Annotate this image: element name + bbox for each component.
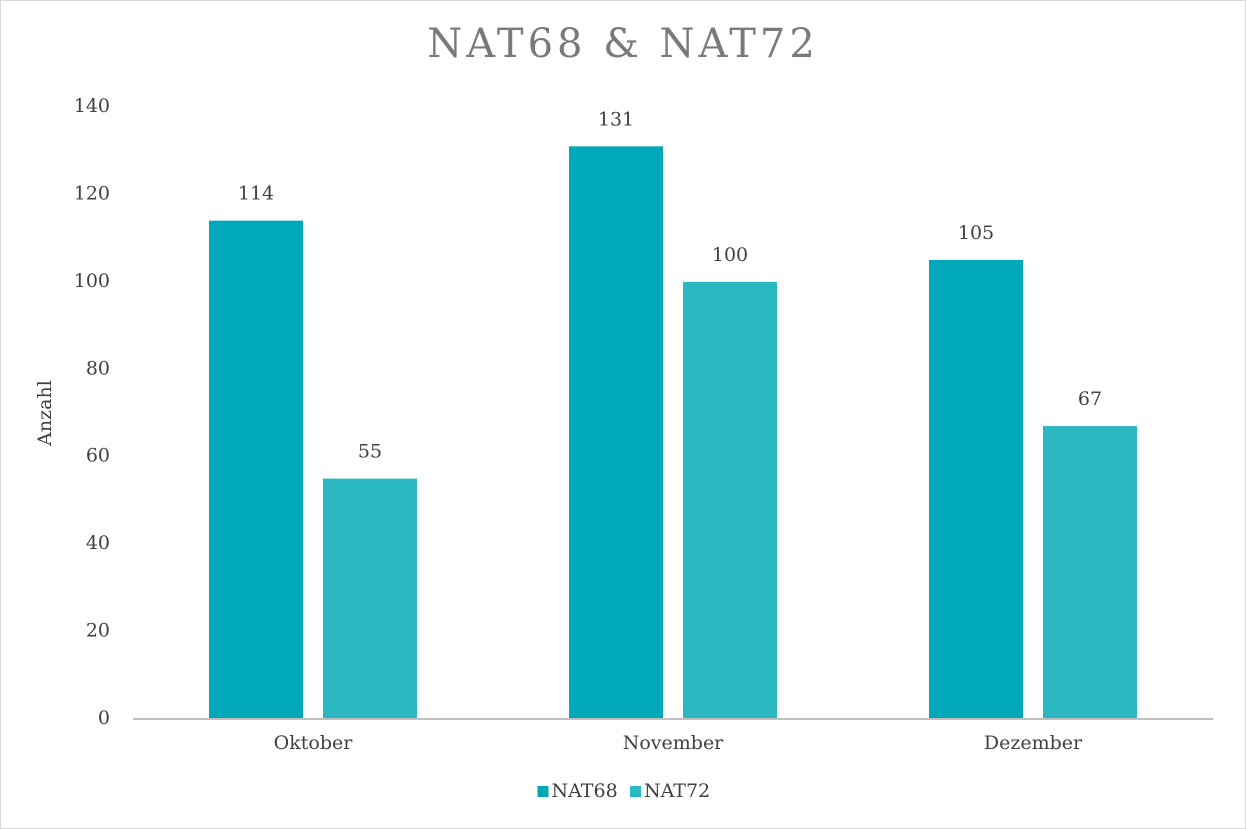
data-label: 55: [358, 441, 382, 463]
y-tick-label: 0: [98, 707, 110, 729]
y-tick-label: 120: [74, 182, 110, 204]
legend-label: NAT68: [552, 780, 618, 802]
bar: [1043, 426, 1137, 719]
x-tick-label: Dezember: [984, 732, 1083, 754]
data-label: 114: [238, 183, 274, 205]
y-tick-label: 20: [86, 620, 110, 642]
bar: [929, 260, 1023, 719]
legend-swatch: [630, 786, 641, 797]
y-tick-label: 100: [74, 270, 110, 292]
legend-label: NAT72: [644, 780, 710, 802]
y-tick-label: 140: [74, 95, 110, 117]
data-label: 67: [1078, 388, 1102, 410]
bar: [323, 478, 417, 719]
x-tick-label: Oktober: [274, 732, 354, 754]
chart-title: NAT68 & NAT72: [427, 21, 819, 67]
y-axis-label: Anzahl: [34, 380, 56, 447]
bar: [569, 146, 663, 720]
data-label: 131: [598, 108, 634, 130]
x-tick-label: November: [623, 732, 724, 754]
y-tick-label: 80: [86, 357, 110, 379]
legend-swatch: [537, 786, 549, 797]
y-tick-label: 40: [86, 532, 110, 554]
y-tick-label: 60: [86, 445, 110, 467]
data-label: 100: [712, 244, 748, 266]
data-label: 105: [958, 222, 994, 244]
bar: [683, 281, 777, 719]
bar: [209, 220, 303, 719]
